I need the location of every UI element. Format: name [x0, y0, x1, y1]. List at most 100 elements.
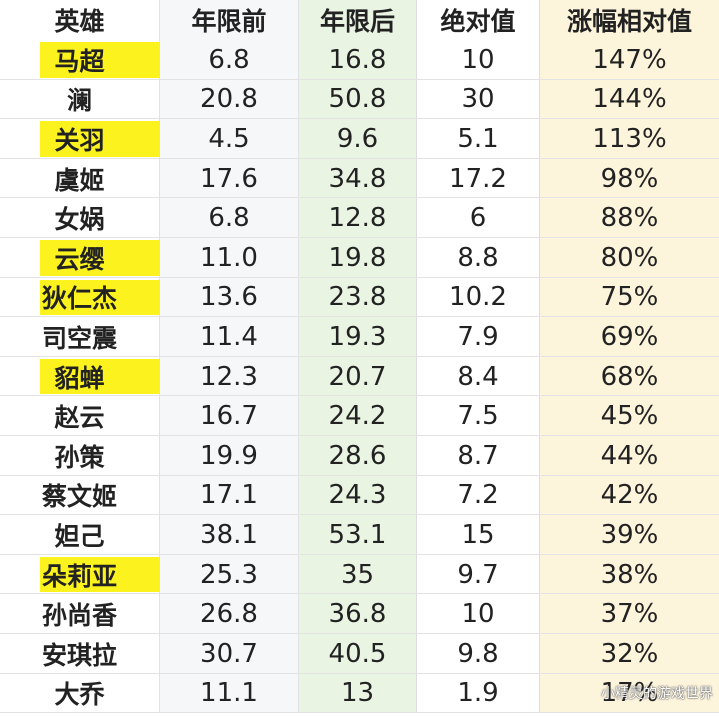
abs-value-cell: 10: [416, 40, 540, 80]
cell-value: 28.6: [328, 440, 387, 471]
before-value-cell: 17.6: [159, 158, 299, 199]
before-value-cell: 6.8: [159, 40, 299, 80]
cell-value: 30.7: [200, 638, 258, 669]
table-row: 狄仁杰 13.6 23.8 10.2 75%: [0, 277, 719, 318]
cell-value: 10: [461, 599, 495, 630]
hero-name: 虞姬: [54, 165, 105, 195]
abs-value-cell: 8.4: [416, 356, 540, 397]
row-divider: [0, 197, 719, 199]
cell-value: 7.9: [457, 321, 499, 352]
cell-value: 10: [461, 44, 495, 75]
cell-value: 80%: [600, 242, 659, 273]
table-row: 安琪拉 30.7 40.5 9.8 32%: [0, 634, 719, 674]
hero-name-cell: 狄仁杰: [0, 278, 160, 318]
abs-value-cell: 7.2: [416, 475, 540, 516]
cell-value: 1.9: [457, 678, 499, 709]
abs-value-cell: 8.7: [416, 436, 540, 476]
cell-value: 6.8: [208, 44, 250, 75]
table-row: 司空震 11.4 19.3 7.9 69%: [0, 317, 719, 357]
hero-name-cell: 妲己: [0, 515, 159, 555]
table-row: 澜 20.8 50.8 30 144%: [0, 79, 719, 120]
hero-name-cell: 马超: [0, 40, 160, 80]
cell-value: 7.5: [457, 401, 499, 432]
hero-name-cell: 貂蝉: [0, 357, 160, 397]
header-after: 年限后: [299, 0, 416, 40]
rel-value-cell: 38%: [540, 554, 719, 595]
hero-name: 女娲: [54, 205, 105, 235]
after-value-cell: 53.1: [299, 515, 416, 555]
row-divider: [0, 237, 719, 238]
table-row: 女娲 6.8 12.8 6 88%: [0, 198, 719, 238]
row-divider: [0, 633, 719, 634]
table-row: 云缨 11.0 19.8 8.8 80%: [0, 238, 719, 278]
hero-name-cell: 安琪拉: [0, 634, 159, 674]
abs-value-cell: 10.2: [416, 277, 540, 318]
cell-value: 17.1: [200, 480, 258, 511]
cell-value: 42%: [600, 480, 659, 511]
cell-value: 10.2: [449, 282, 507, 313]
hero-name: 狄仁杰: [41, 284, 117, 314]
cell-value: 35: [340, 559, 375, 590]
cell-value: 13: [340, 678, 375, 709]
after-value-cell: 9.6: [299, 119, 416, 159]
hero-name: 妲己: [54, 521, 105, 551]
hero-name: 司空震: [41, 323, 117, 353]
table-row: 貂蝉 12.3 20.7 8.4 68%: [0, 356, 719, 397]
hero-name-cell: 关羽: [0, 119, 160, 159]
after-value-cell: 28.6: [299, 436, 416, 476]
row-divider: [0, 435, 719, 436]
cell-value: 19.3: [328, 321, 387, 352]
highlight-marker: [40, 121, 160, 157]
rel-value-cell: 39%: [540, 515, 719, 555]
table-row: 虞姬 17.6 34.8 17.2 98%: [0, 158, 719, 199]
hero-name-cell: 赵云: [0, 396, 159, 436]
table-row: 孙尚香 26.8 36.8 10 37%: [0, 594, 719, 634]
rel-value-cell: 98%: [540, 158, 719, 199]
header-before: 年限前: [159, 0, 299, 40]
table-row: 朵莉亚 25.3 35 9.7 38%: [0, 554, 719, 595]
abs-value-cell: 9.8: [416, 634, 540, 674]
cell-value: 12.3: [200, 361, 258, 392]
abs-value-cell: 8.8: [416, 238, 540, 278]
cell-value: 11.0: [200, 242, 258, 273]
cell-value: 50.8: [328, 84, 387, 115]
row-divider: [0, 316, 719, 318]
hero-name-cell: 朵莉亚: [0, 555, 160, 595]
row-divider: [0, 514, 719, 516]
cell-value: 45%: [600, 401, 659, 432]
rel-value-cell: 44%: [540, 436, 719, 476]
row-divider: [0, 118, 719, 120]
hero-name-cell: 女娲: [0, 198, 159, 238]
rel-value-cell: 45%: [540, 396, 719, 436]
cell-value: 34.8: [328, 163, 387, 194]
after-value-cell: 36.8: [299, 594, 416, 634]
rel-value-cell: 68%: [540, 356, 719, 397]
hero-name: 赵云: [54, 403, 105, 433]
row-divider: [0, 712, 719, 714]
cell-value: 9.6: [336, 123, 379, 154]
table-row: 关羽 4.5 9.6 5.1 113%: [0, 119, 719, 159]
cell-value: 6.8: [208, 203, 250, 234]
cell-value: 8.8: [457, 242, 499, 273]
cell-value: 32%: [600, 638, 659, 669]
cell-value: 20.8: [200, 84, 258, 115]
highlight-marker: [40, 240, 160, 276]
table-row: 大乔 11.1 13 1.9 17%: [0, 673, 719, 714]
cell-value: 13.6: [200, 282, 258, 313]
cell-value: 11.1: [200, 678, 258, 709]
hero-name-cell: 孙策: [0, 436, 159, 476]
before-value-cell: 11.4: [159, 317, 299, 357]
after-value-cell: 20.7: [299, 356, 416, 397]
highlight-marker: [40, 556, 160, 593]
cell-value: 68%: [600, 361, 659, 392]
rel-value-cell: 37%: [540, 594, 719, 634]
table-row: 孙策 19.9 28.6 8.7 44%: [0, 436, 719, 476]
after-value-cell: 12.8: [299, 198, 416, 238]
header-hero: 英雄: [54, 7, 105, 36]
cell-value: 17.6: [200, 163, 258, 194]
after-value-cell: 35: [299, 554, 416, 595]
cell-value: 7.2: [457, 480, 499, 511]
before-value-cell: 26.8: [159, 594, 299, 634]
cell-value: 98%: [600, 163, 659, 194]
cell-value: 23.8: [328, 282, 387, 313]
